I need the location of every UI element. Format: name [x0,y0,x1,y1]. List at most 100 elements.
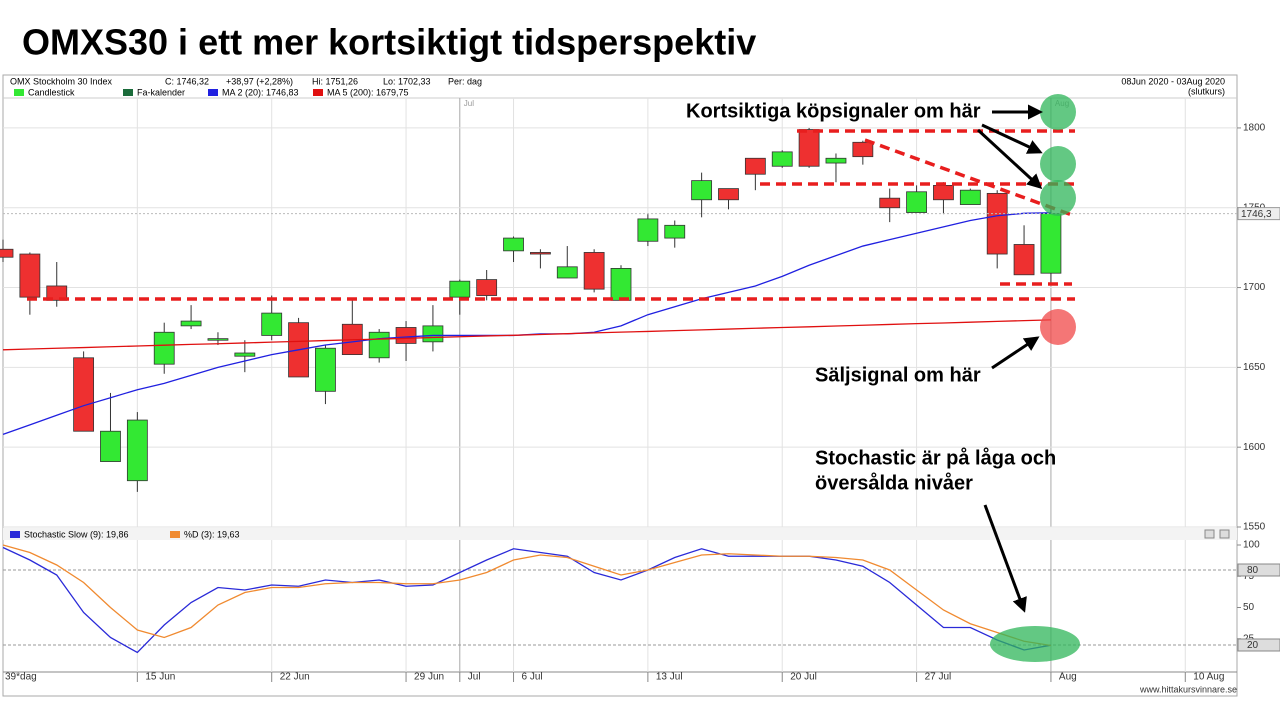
plot: OMX Stockholm 30 Index C: 1746,32 +38,97 (… [0,76,1280,683]
candle-body [261,312,283,336]
trend-line [864,138,1073,217]
x-tick-label: Jul [468,672,481,683]
x-tick-label: 39*dag [5,672,37,683]
candle-body [19,253,41,298]
annotation: översålda nivåer [815,471,973,494]
y-tick-label: 1800 [1243,123,1266,134]
level-box [1237,638,1280,652]
legend-swatch [123,89,133,96]
candle-body [368,331,390,359]
candle-body [664,224,686,239]
candle-body [503,237,524,252]
buy-circle [1040,180,1076,216]
legend-label: MA 2 (20): 1746,83 [222,87,299,97]
arrow [981,123,1043,154]
header-text: OMX Stockholm 30 Index [10,76,113,86]
candle-body [583,252,605,290]
panel-icon [1219,529,1230,539]
candle-body [422,325,444,343]
x-tick-label: 6 Jul [522,672,543,683]
y-tick-label: 1600 [1243,442,1266,453]
candle-body [906,191,927,213]
buy-circle [1040,146,1076,182]
candle-body [959,189,981,205]
series-line [2,319,1051,351]
candle-body [1013,244,1035,276]
level-label: 80 [1247,565,1259,576]
arrow [983,504,1027,613]
signal-markers [990,94,1080,662]
legend-label: Fa-kalender [137,87,185,97]
candle-body [315,347,336,392]
candle-body [879,197,901,209]
candle-body [73,357,95,432]
candle-body [476,279,498,296]
arrows [976,104,1043,613]
candle-body [610,268,632,301]
footer: www.hittakursvinnare.se [1139,684,1237,694]
candle-body [395,327,417,344]
stochastic-ellipse [990,626,1080,662]
annotation: Stochastic är på låga och [815,446,1056,469]
candle-body [234,352,256,357]
x-tick-label: 15 Jun [145,672,175,683]
x-tick-label: 13 Jul [656,672,683,683]
panel-icon [1204,529,1215,539]
candle-body [718,188,739,201]
candle-body [556,266,578,279]
candle-body [153,331,175,365]
x-tick-label: 27 Jul [925,672,952,683]
candle-body [0,248,14,258]
level-box [1237,563,1280,577]
slide-title: OMXS30 i ett mer kortsiktigt tidsperspek… [22,22,756,63]
legend-swatch [208,89,218,96]
buy-circle [1040,94,1076,130]
candle-body [449,280,471,298]
header-text: Hi: 1751,26 [312,76,358,86]
candle-body [986,192,1008,255]
candle-body [100,430,121,462]
last-price-label: 1746,3 [1241,209,1272,220]
candle-body [1040,213,1062,274]
candle-body [691,180,713,201]
candle-body [771,151,793,167]
legend-swatch [170,531,180,538]
candle-body [207,338,229,341]
sell-circle [1040,309,1076,345]
month-marker: Jul [464,99,474,108]
x-tick-label: 20 Jul [790,672,817,683]
x-tick-label: Aug [1059,672,1077,683]
y-tick-label: 1700 [1243,282,1266,293]
candle-body [798,129,820,167]
legend-swatch [10,531,20,538]
overlays [27,129,1075,301]
x-tick-label: 22 Jun [280,672,310,683]
indicator-header [3,528,1237,540]
header-text: (slutkurs) [1188,86,1225,96]
legend-label: %D (3): 19,63 [184,529,240,539]
candle-body [180,320,202,327]
level-label: 20 [1247,640,1259,651]
legend-swatch [14,89,24,96]
legend-label: Stochastic Slow (9): 19,86 [24,529,129,539]
candle-body [530,252,551,255]
legend-label: MA 5 (200): 1679,75 [327,87,409,97]
annotation: Säljsignal om här [815,364,981,386]
header-text: 08Jun 2020 - 03Aug 2020 [1121,76,1225,86]
header-text: +38,97 (+2,28%) [226,76,293,86]
candle-body [46,285,68,301]
candle-body [744,157,766,175]
header-text: Lo: 1702,33 [383,76,431,86]
series-line [2,546,1052,654]
x-tick-label: 29 Jun [414,672,444,683]
arrow [976,128,1043,190]
legend-label: Candlestick [28,87,75,97]
legend-swatch [313,89,323,96]
candle-body [933,184,954,201]
x-tick-label: 10 Aug [1193,672,1224,683]
y-tick-label: 1550 [1243,522,1266,533]
candle-body [825,157,847,164]
annotation: Kortsiktiga köpsignaler om här [686,100,981,122]
header-text: Per: dag [448,76,482,86]
